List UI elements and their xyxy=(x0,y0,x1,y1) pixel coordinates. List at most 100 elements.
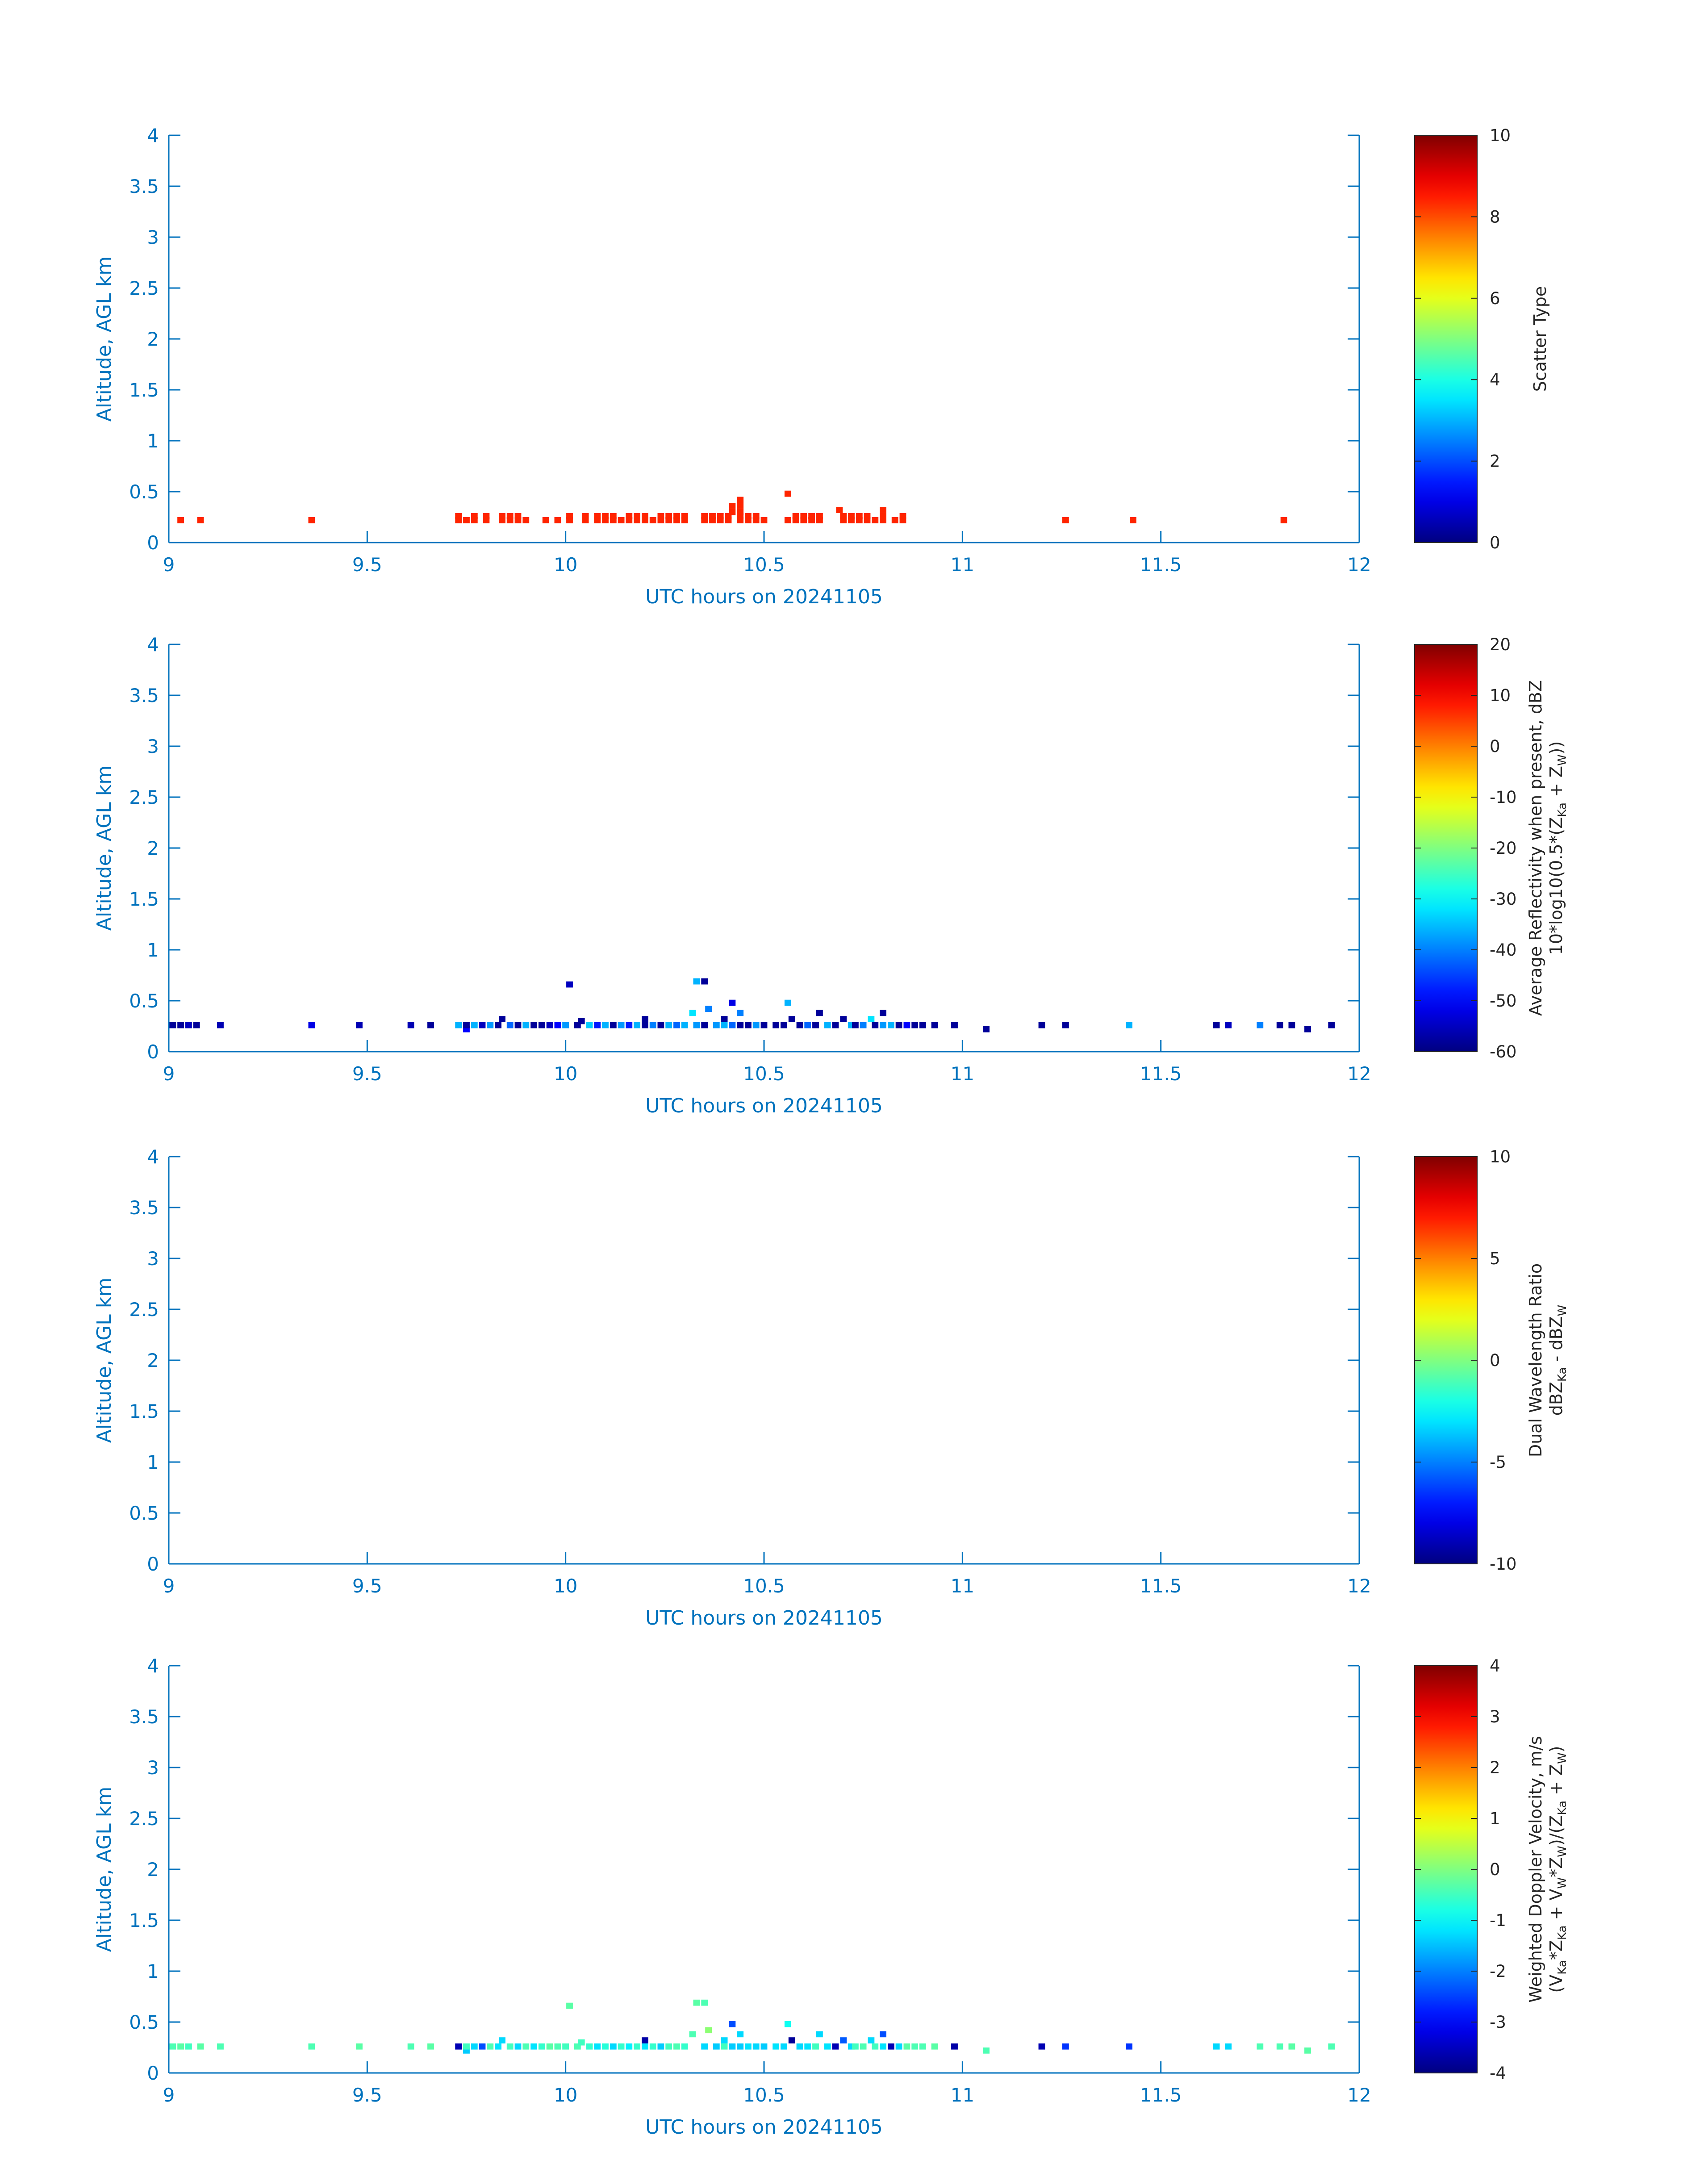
colorbar-gradient xyxy=(1414,135,1478,543)
heatmap-cell xyxy=(1328,1022,1335,1028)
heatmap-cell xyxy=(693,1999,700,2006)
heatmap-cell xyxy=(721,2043,728,2050)
heatmap-cell xyxy=(745,1022,752,1028)
heatmap-cell xyxy=(721,2037,728,2043)
heatmap-cell xyxy=(530,1022,537,1028)
x-tick-label: 9.5 xyxy=(352,1063,382,1085)
y-tick-label: 2 xyxy=(147,837,159,859)
x-tick-label: 9.5 xyxy=(352,1575,382,1597)
heatmap-cell xyxy=(1276,1022,1283,1028)
heatmap-cell xyxy=(1304,2047,1311,2054)
heatmap-cell xyxy=(499,1016,505,1022)
heatmap-cell xyxy=(566,2002,573,2009)
colorbar-gradient xyxy=(1414,1156,1478,1564)
heatmap-cell xyxy=(752,513,760,519)
x-axis-label: UTC hours on 20241105 xyxy=(645,2116,883,2139)
heatmap-cell xyxy=(514,1022,522,1028)
heatmap-cell xyxy=(872,1022,879,1028)
heatmap-cell xyxy=(356,1022,363,1028)
y-tick-label: 1.5 xyxy=(129,1400,159,1422)
x-tick-label: 11 xyxy=(951,2084,974,2106)
heatmap-cell xyxy=(832,1022,839,1028)
heatmap-cell xyxy=(618,1022,625,1028)
y-tick-label: 1 xyxy=(147,939,159,961)
heatmap-cell xyxy=(745,2043,752,2050)
x-tick-label: 10 xyxy=(554,2084,577,2106)
colorbar-tick-label: -2 xyxy=(1490,1962,1506,1981)
heatmap-cell xyxy=(487,1022,494,1028)
heatmap-cell xyxy=(578,1018,585,1024)
heatmap-cell xyxy=(760,2043,768,2050)
heatmap-cell xyxy=(737,2043,744,2050)
y-tick-label: 3 xyxy=(147,226,159,248)
colorbar-label: Average Reflectivity when present, dBZ xyxy=(1526,680,1545,1016)
colorbar-sublabel: (VKa​*ZKa​ + VW​*ZW​)/(ZKa​ + ZW​) xyxy=(1546,1746,1569,1993)
x-tick-label: 11 xyxy=(951,1575,974,1597)
heatmap-cell xyxy=(649,517,656,523)
heatmap-cell xyxy=(487,2043,494,2050)
heatmap-cell xyxy=(888,2043,894,2050)
x-tick-label: 12 xyxy=(1347,554,1371,576)
x-tick-label: 10.5 xyxy=(743,1575,785,1597)
heatmap-cell xyxy=(705,2027,712,2034)
colorbar-tick-label: 10 xyxy=(1490,686,1511,705)
heatmap-cell xyxy=(610,1022,617,1028)
heatmap-cell xyxy=(729,1022,736,1028)
heatmap-cell xyxy=(689,1010,696,1016)
heatmap-cell xyxy=(721,1022,728,1028)
colorbar-tick-label: -5 xyxy=(1490,1453,1506,1472)
heatmap-cell xyxy=(673,1022,680,1028)
heatmap-cell xyxy=(709,513,716,519)
heatmap-cell xyxy=(1126,1022,1132,1028)
heatmap-cell xyxy=(824,2043,831,2050)
heatmap-cell xyxy=(816,2031,823,2038)
heatmap-cell xyxy=(506,513,514,519)
x-tick-label: 11.5 xyxy=(1140,554,1182,576)
y-tick-label: 1 xyxy=(147,430,159,452)
heatmap-cell xyxy=(681,1022,688,1028)
heatmap-cell xyxy=(594,2043,601,2050)
colorbar-tick-label: 0 xyxy=(1490,737,1500,756)
heatmap-cell xyxy=(217,1022,224,1028)
heatmap-cell xyxy=(626,2043,633,2050)
heatmap-cell xyxy=(681,513,688,519)
x-tick-label: 9.5 xyxy=(352,554,382,576)
heatmap-cell xyxy=(407,2043,414,2050)
heatmap-cell xyxy=(788,1016,795,1022)
y-tick-label: 3 xyxy=(147,1757,159,1779)
heatmap-cell xyxy=(546,1022,553,1028)
heatmap-cell xyxy=(665,1022,672,1028)
heatmap-cell xyxy=(880,2031,886,2038)
y-axis-label: Altitude, AGL km xyxy=(93,1787,116,1952)
y-tick-label: 2.5 xyxy=(129,277,159,299)
heatmap-cell xyxy=(197,2043,204,2050)
colorbar-tick-label: -10 xyxy=(1490,788,1516,807)
y-tick-label: 2.5 xyxy=(129,1299,159,1320)
heatmap-cell xyxy=(888,1022,894,1028)
heatmap-cell xyxy=(566,513,573,519)
y-tick-label: 0.5 xyxy=(129,2011,159,2033)
x-tick-label: 10 xyxy=(554,554,577,576)
heatmap-cell xyxy=(634,1022,640,1028)
y-tick-label: 0 xyxy=(147,532,159,554)
heatmap-cell xyxy=(911,1022,919,1028)
heatmap-cell xyxy=(657,2043,664,2050)
heatmap-cell xyxy=(880,513,886,519)
heatmap-cell xyxy=(185,2043,192,2050)
heatmap-cell xyxy=(852,1022,859,1028)
heatmap-cell xyxy=(562,1022,569,1028)
heatmap-cell xyxy=(427,2043,434,2050)
heatmap-cell xyxy=(773,1022,779,1028)
colorbar-tick-label: -3 xyxy=(1490,2013,1506,2032)
heatmap-cell xyxy=(860,1022,867,1028)
heatmap-cell xyxy=(701,1022,708,1028)
heatmap-cell xyxy=(895,1022,902,1028)
colorbar-tick-label: 5 xyxy=(1490,1249,1500,1268)
heatmap-cell xyxy=(872,2043,879,2050)
heatmap-cell xyxy=(649,1022,656,1028)
x-tick-label: 10 xyxy=(554,1575,577,1597)
heatmap-cell xyxy=(880,507,886,513)
heatmap-cell xyxy=(586,2043,593,2050)
colorbar-label: Dual Wavelength Ratio xyxy=(1526,1263,1545,1457)
heatmap-cell xyxy=(618,517,625,523)
